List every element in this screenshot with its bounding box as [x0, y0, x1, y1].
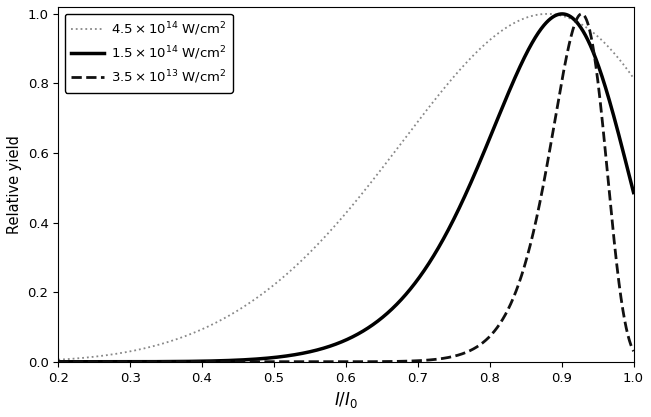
$3.5 \times 10^{13}$ W/cm$^2$ — [93, 359, 101, 364]
$4.5 \times 10^{14}$ W/cm$^2$ — [93, 354, 101, 359]
Line: $4.5 \times 10^{14}$ W/cm$^2$: $4.5 \times 10^{14}$ W/cm$^2$ — [59, 14, 633, 360]
$4.5 \times 10^{14}$ W/cm$^2$ — [366, 181, 374, 186]
X-axis label: $I/I_0$: $I/I_0$ — [334, 390, 358, 410]
$1.5 \times 10^{14}$ W/cm$^2$ — [555, 12, 563, 17]
$1.5 \times 10^{14}$ W/cm$^2$ — [366, 324, 374, 329]
$4.5 \times 10^{14}$ W/cm$^2$ — [424, 107, 432, 112]
$1.5 \times 10^{14}$ W/cm$^2$ — [558, 11, 566, 16]
$3.5 \times 10^{13}$ W/cm$^2$ — [366, 359, 374, 364]
$1.5 \times 10^{14}$ W/cm$^2$ — [424, 263, 432, 268]
$4.5 \times 10^{14}$ W/cm$^2$ — [544, 11, 551, 16]
$3.5 \times 10^{13}$ W/cm$^2$ — [249, 359, 256, 364]
$3.5 \times 10^{13}$ W/cm$^2$ — [55, 359, 62, 364]
$4.5 \times 10^{14}$ W/cm$^2$ — [55, 357, 62, 362]
$1.5 \times 10^{14}$ W/cm$^2$ — [249, 357, 256, 362]
$3.5 \times 10^{13}$ W/cm$^2$ — [482, 337, 490, 342]
Line: $3.5 \times 10^{13}$ W/cm$^2$: $3.5 \times 10^{13}$ W/cm$^2$ — [59, 14, 633, 362]
$3.5 \times 10^{13}$ W/cm$^2$ — [577, 11, 585, 16]
$4.5 \times 10^{14}$ W/cm$^2$ — [482, 41, 490, 46]
$4.5 \times 10^{14}$ W/cm$^2$ — [555, 13, 563, 18]
$3.5 \times 10^{13}$ W/cm$^2$ — [630, 349, 637, 354]
Line: $1.5 \times 10^{14}$ W/cm$^2$: $1.5 \times 10^{14}$ W/cm$^2$ — [59, 14, 633, 362]
$1.5 \times 10^{14}$ W/cm$^2$ — [55, 359, 62, 364]
$1.5 \times 10^{14}$ W/cm$^2$ — [630, 190, 637, 195]
$3.5 \times 10^{13}$ W/cm$^2$ — [424, 358, 432, 363]
Legend: $4.5 \times 10^{14}$ W/cm$^2$, $1.5 \times 10^{14}$ W/cm$^2$, $3.5 \times 10^{13: $4.5 \times 10^{14}$ W/cm$^2$, $1.5 \tim… — [65, 13, 233, 93]
$4.5 \times 10^{14}$ W/cm$^2$ — [249, 298, 256, 303]
$1.5 \times 10^{14}$ W/cm$^2$ — [93, 359, 101, 364]
$4.5 \times 10^{14}$ W/cm$^2$ — [630, 75, 637, 80]
$1.5 \times 10^{14}$ W/cm$^2$ — [482, 145, 490, 150]
$3.5 \times 10^{13}$ W/cm$^2$ — [555, 93, 563, 98]
Y-axis label: Relative yield: Relative yield — [7, 135, 22, 234]
